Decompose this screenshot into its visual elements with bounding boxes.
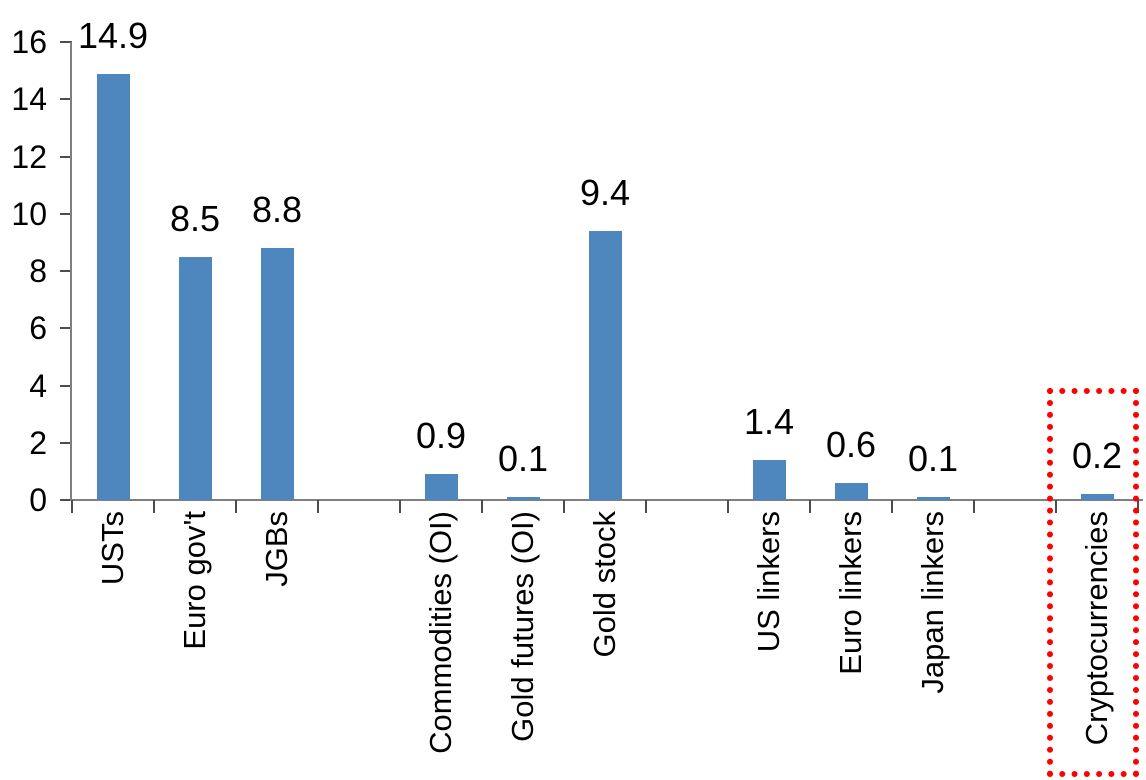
category-label-text: Euro gov't	[177, 511, 212, 650]
bar	[96, 73, 130, 500]
category-label-text: Japan linkers	[915, 511, 950, 694]
y-axis-tick	[60, 155, 72, 158]
category-label-text: Commodities (OI)	[423, 511, 458, 754]
category-label: JGBs	[259, 511, 295, 780]
y-axis-tick-label: 0	[29, 482, 47, 518]
x-axis-tick	[235, 500, 237, 513]
y-axis-tick-label: 8	[29, 253, 47, 289]
category-label: Euro gov't	[177, 511, 213, 780]
y-axis-tick-label: 14	[11, 81, 47, 118]
y-axis-tick-label: 4	[29, 367, 47, 404]
bar	[916, 497, 950, 500]
x-axis-tick	[727, 500, 729, 513]
bar	[506, 497, 540, 500]
bar	[834, 482, 868, 500]
bar-value-label: 8.5	[169, 197, 221, 239]
y-axis-tick-label: 16	[11, 24, 47, 60]
x-axis-tick	[153, 500, 155, 513]
y-axis-tick	[60, 327, 72, 330]
category-label: Gold stock	[587, 511, 623, 780]
y-axis-tick-label: 12	[11, 138, 47, 175]
category-label: Commodities (OI)	[423, 511, 459, 780]
y-axis-line	[70, 42, 72, 500]
category-label: Euro linkers	[833, 511, 869, 780]
x-axis-tick	[1055, 500, 1057, 513]
bar	[178, 256, 212, 500]
y-axis-tick-label: 10	[11, 195, 47, 232]
y-axis-tick	[60, 212, 72, 215]
x-axis-tick	[399, 500, 401, 513]
category-label: Japan linkers	[915, 511, 951, 780]
bar-value-label: 0.1	[907, 438, 959, 480]
bar	[588, 230, 622, 500]
y-axis-tick-label: 2	[29, 424, 47, 461]
category-label-text: USTs	[95, 511, 130, 586]
bar-value-label: 14.9	[77, 14, 149, 56]
y-axis-tick	[60, 41, 72, 43]
category-label: Gold futures (OI)	[505, 511, 541, 780]
x-axis-tick	[645, 500, 647, 513]
bar	[1080, 494, 1114, 500]
x-axis-tick	[891, 500, 893, 513]
x-axis-line	[70, 499, 1143, 501]
category-label-text: JGBs	[259, 511, 294, 587]
bar-value-label: 9.4	[579, 171, 631, 213]
bar	[752, 459, 786, 500]
x-axis-tick	[71, 500, 73, 513]
y-axis-tick	[60, 270, 72, 272]
category-label-text: Euro linkers	[833, 511, 868, 675]
bar-value-label: 0.2	[1071, 435, 1123, 477]
x-axis-tick	[317, 500, 319, 513]
bar-value-label: 0.6	[825, 423, 877, 465]
category-label: USTs	[95, 511, 131, 780]
y-axis-tick	[60, 441, 72, 444]
bar	[424, 474, 458, 500]
y-axis-tick-label: 6	[29, 310, 47, 347]
bar-value-label: 0.1	[497, 438, 549, 480]
x-axis-tick	[973, 500, 975, 513]
bar-value-label: 8.8	[251, 189, 303, 231]
y-axis-tick	[60, 98, 72, 101]
bar	[260, 248, 294, 500]
x-axis-tick	[481, 500, 483, 513]
bar-value-label: 0.9	[415, 415, 467, 457]
highlight-box	[1047, 388, 1139, 777]
category-label-text: US linkers	[751, 511, 786, 653]
category-label-text: Gold futures (OI)	[505, 511, 540, 742]
y-axis-tick	[60, 384, 72, 387]
category-label-text: Gold stock	[587, 511, 622, 658]
category-label: US linkers	[751, 511, 787, 780]
bar-value-label: 1.4	[743, 400, 795, 442]
x-axis-tick	[563, 500, 565, 513]
y-axis-tick	[60, 499, 72, 501]
x-axis-tick	[809, 500, 811, 513]
